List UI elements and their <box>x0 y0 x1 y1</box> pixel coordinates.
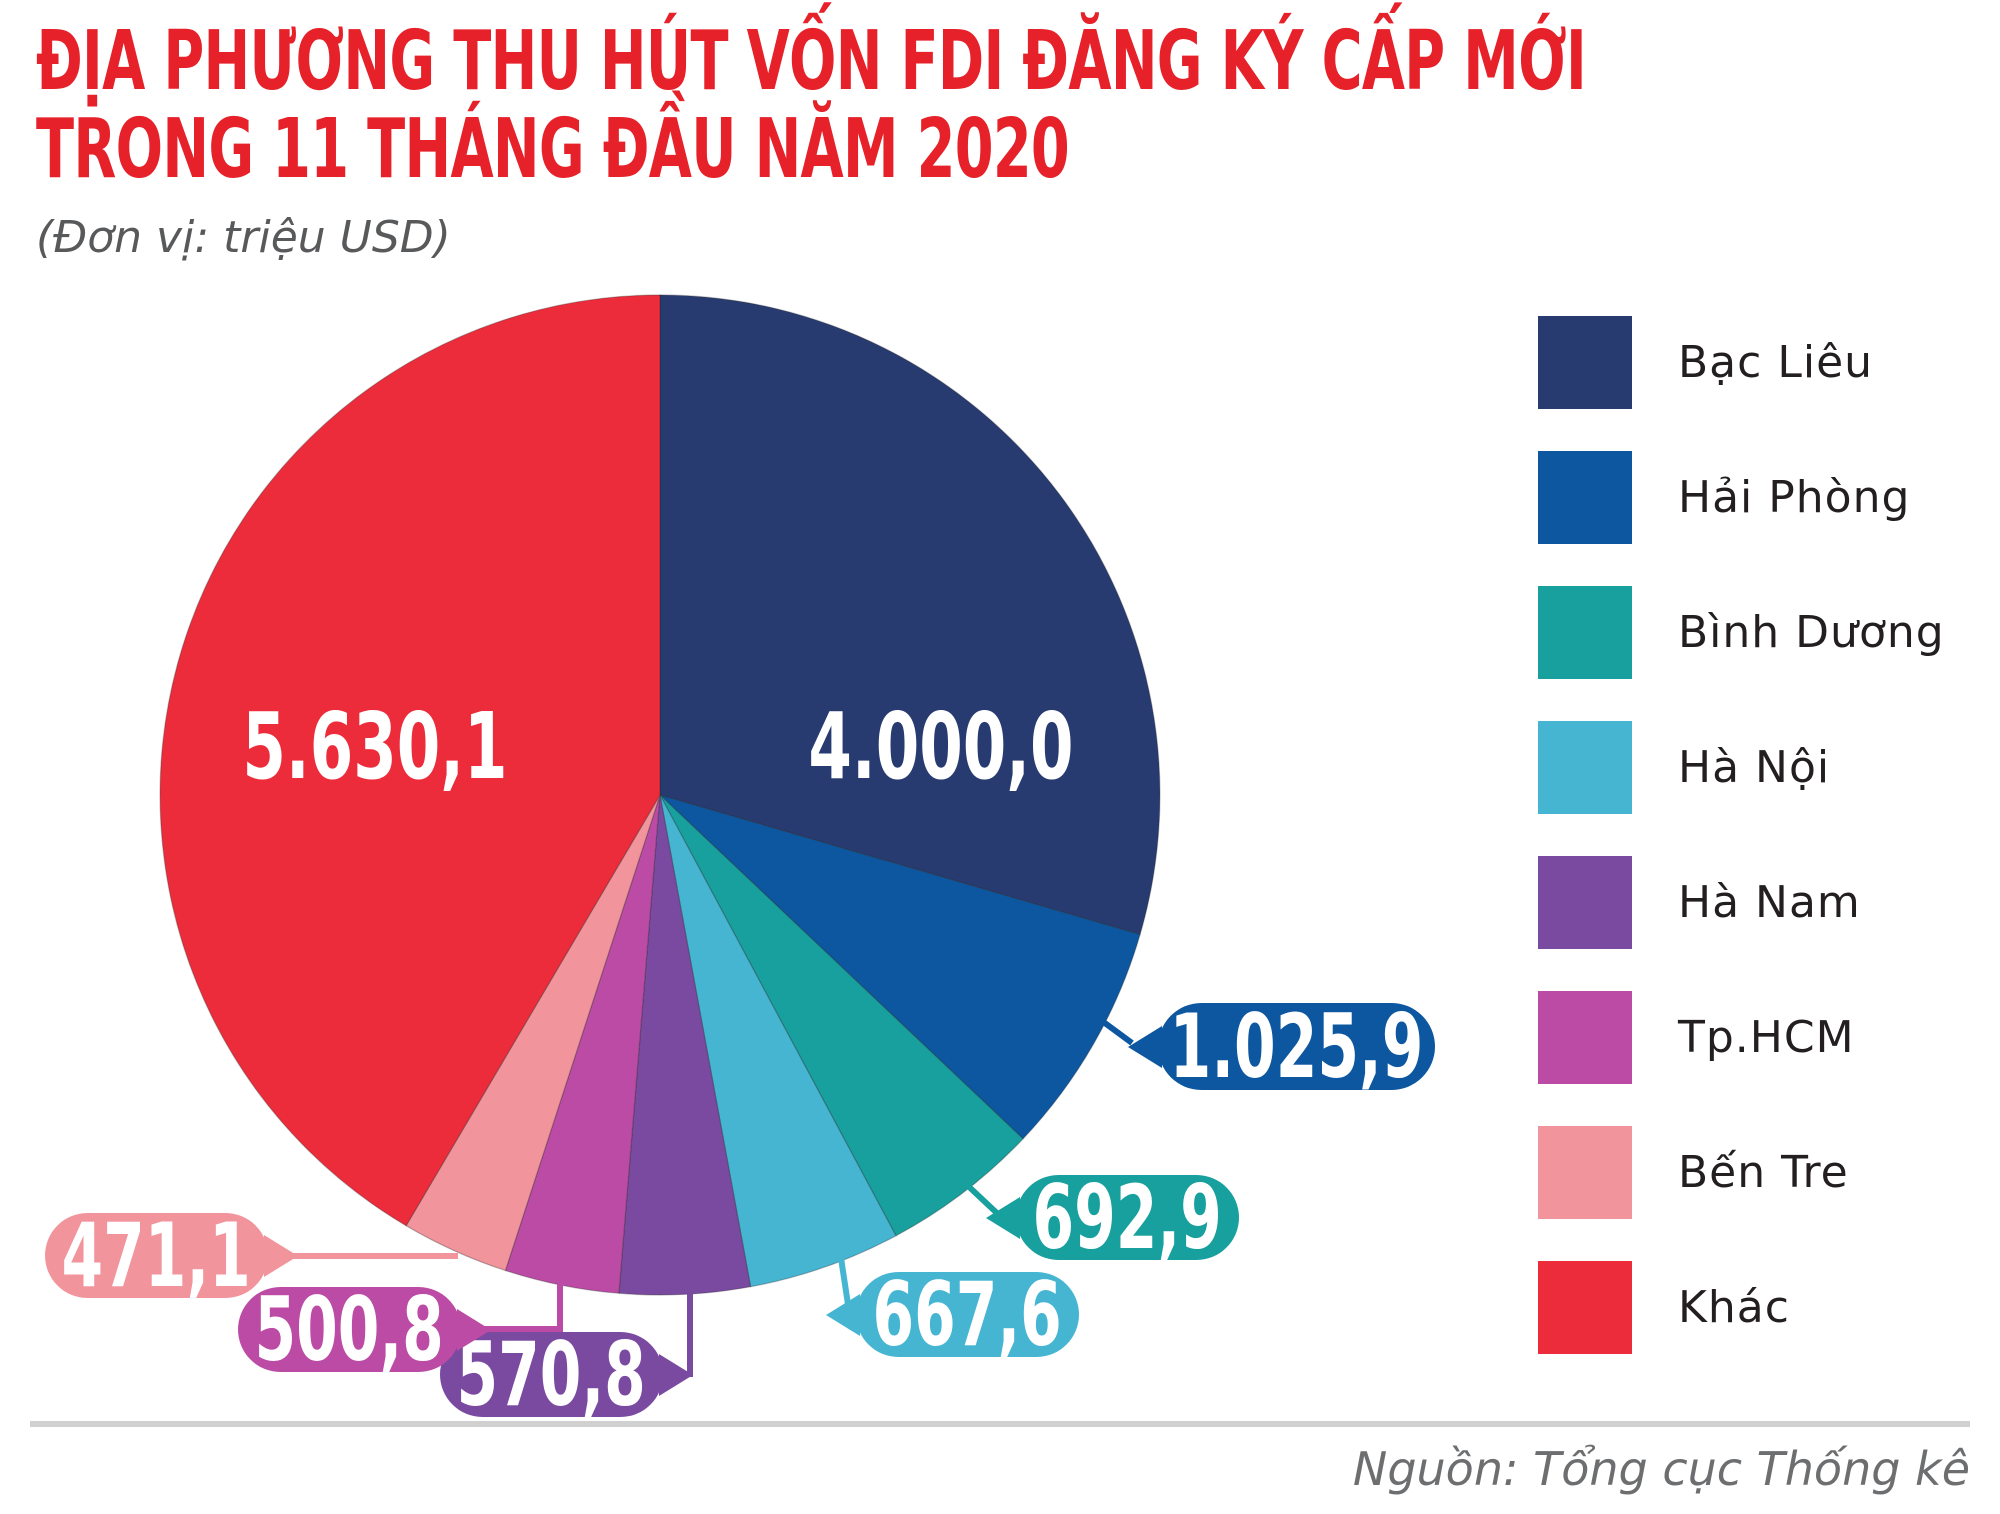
legend-swatch-0 <box>1538 316 1632 409</box>
legend-swatch-5 <box>1538 991 1632 1084</box>
callout-connector-1 <box>1096 1015 1134 1046</box>
legend-label-1: Hải Phòng <box>1678 472 1911 523</box>
callout-binh-duong: 692,9 <box>986 1174 1239 1262</box>
source-credit: Nguồn: Tổng cục Thống kê <box>1352 1442 1970 1496</box>
legend-swatch-4 <box>1538 856 1632 949</box>
legend-swatch-6 <box>1538 1126 1632 1219</box>
page-title-line1: ĐỊA PHƯƠNG THU HÚT VỐN FDI ĐĂNG KÝ CẤP M… <box>36 14 1587 109</box>
legend-item-6: Bến Tre <box>1538 1126 1849 1219</box>
page-title-line2: TRONG 11 THÁNG ĐẦU NĂM 2020 <box>36 102 1070 197</box>
legend-swatch-3 <box>1538 721 1632 814</box>
legend-label-2: Bình Dương <box>1678 607 1945 658</box>
legend-item-4: Hà Nam <box>1538 856 1861 949</box>
legend-swatch-2 <box>1538 586 1632 679</box>
callout-ha-noi: 667,6 <box>826 1271 1079 1359</box>
legend-label-0: Bạc Liêu <box>1678 337 1874 388</box>
pie-slice-1 <box>659 794 1141 1140</box>
callout-connector-5 <box>476 1284 563 1332</box>
legend-item-5: Tp.HCM <box>1538 991 1855 1084</box>
pie-slice-3 <box>659 794 897 1288</box>
legend-item-3: Hà Nội <box>1538 721 1830 814</box>
pie-slice-2 <box>659 794 1024 1237</box>
unit-subtitle: (Đơn vị: triệu USD) <box>36 212 451 263</box>
legend-item-0: Bạc Liêu <box>1538 316 1873 409</box>
legend-swatch-7 <box>1538 1261 1632 1354</box>
legend-label-7: Khác <box>1678 1282 1790 1333</box>
legend-label-3: Hà Nội <box>1678 742 1831 793</box>
legend-label-6: Bến Tre <box>1678 1147 1849 1198</box>
legend-label-5: Tp.HCM <box>1678 1012 1855 1063</box>
pie-slice-0 <box>659 294 1161 936</box>
callout-hai-phong: 1.025,9 <box>1128 1003 1435 1091</box>
pie-slice-7 <box>159 294 661 1227</box>
footer-divider <box>30 1421 1970 1427</box>
legend-item-7: Khác <box>1538 1261 1790 1354</box>
callout-tp-hcm: 500,8 <box>238 1286 491 1374</box>
pie-slice-6 <box>405 794 661 1272</box>
callout-ben-tre: 471,1 <box>45 1212 298 1300</box>
legend-item-2: Bình Dương <box>1538 586 1945 679</box>
pie-slice-4 <box>618 794 752 1296</box>
legend-swatch-1 <box>1538 451 1632 544</box>
header: ĐỊA PHƯƠNG THU HÚT VỐN FDI ĐĂNG KÝ CẤP M… <box>36 18 2000 194</box>
legend-label-4: Hà Nam <box>1678 877 1861 928</box>
legend-item-1: Hải Phòng <box>1538 451 1910 544</box>
